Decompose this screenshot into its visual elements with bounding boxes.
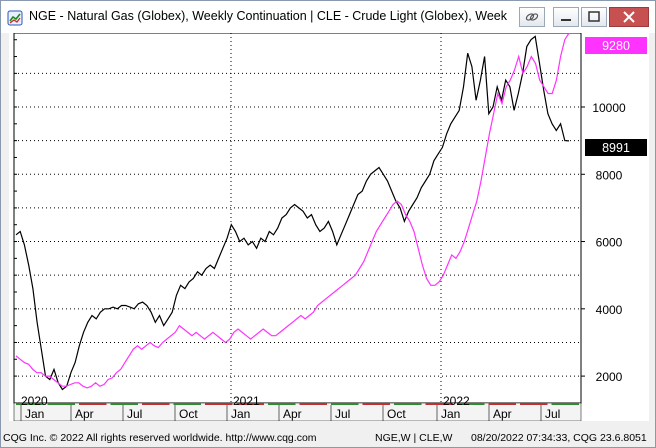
symbols-text: NGE,W | CLE,W: [375, 432, 453, 444]
x-tick-label: Jul: [335, 407, 350, 421]
link-icon: [525, 13, 539, 21]
session-marker: [331, 403, 359, 405]
price-chart[interactable]: 2000 4000 6000 8000 10000 9280 8991 Jan Apr Jul Oc…: [9, 32, 649, 422]
session-marker: [47, 403, 75, 405]
close-button[interactable]: [609, 7, 649, 27]
session-marker: [236, 403, 264, 405]
maximize-icon: [588, 11, 600, 22]
session-marker: [425, 403, 453, 405]
link-button[interactable]: [519, 7, 545, 27]
session-marker: [268, 403, 296, 405]
year-label: 2022: [443, 394, 470, 408]
session-marker: [520, 403, 548, 405]
price-badge: [585, 37, 647, 54]
session-marker: [79, 403, 107, 405]
x-tick-label: Jan: [441, 407, 460, 421]
y-tick-label: 2000: [596, 370, 623, 384]
session-marker: [299, 403, 327, 405]
session-marker: [457, 403, 485, 405]
y-tick-label: 6000: [596, 236, 623, 250]
crude-oil-line: [15, 32, 570, 389]
maximize-button[interactable]: [581, 7, 607, 27]
price-badge-label: 9280: [602, 39, 630, 53]
x-tick-label: Jul: [127, 407, 142, 421]
year-label: 2020: [21, 394, 48, 408]
x-tick-label: Apr: [75, 407, 94, 421]
year-label: 2021: [233, 394, 260, 408]
close-icon: [623, 11, 635, 23]
x-tick-label: Oct: [387, 407, 406, 421]
y-tick-label: 8000: [596, 168, 623, 182]
natural-gas-line: [15, 35, 570, 391]
price-badge: [585, 139, 647, 156]
session-marker: [173, 403, 201, 405]
window-title: NGE - Natural Gas (Globex), Weekly Conti…: [29, 9, 507, 23]
session-marker: [205, 403, 233, 405]
price-badge-label: 8991: [602, 141, 630, 155]
plot-frame: [13, 32, 582, 404]
x-tick-label: Jan: [25, 407, 44, 421]
session-marker: [110, 403, 138, 405]
session-marker: [142, 403, 170, 405]
x-tick-label: Oct: [179, 407, 198, 421]
session-marker: [551, 403, 579, 405]
session-marker: [362, 403, 390, 405]
session-marker: [16, 403, 44, 405]
minimize-button[interactable]: [553, 7, 579, 27]
copyright-text: CQG Inc. © 2022 All rights reserved worl…: [3, 432, 317, 444]
y-tick-label: 10000: [592, 101, 626, 115]
status-bar: CQG Inc. © 2022 All rights reserved worl…: [1, 429, 655, 447]
title-bar[interactable]: NGE - Natural Gas (Globex), Weekly Conti…: [1, 1, 655, 33]
timestamp-text: 08/20/2022 07:34:33, CQG 23.6.8051: [471, 432, 647, 444]
cqg-app-icon: [7, 10, 23, 26]
x-tick-label: Apr: [283, 407, 302, 421]
minimize-icon: [561, 19, 571, 21]
x-tick-label: Jan: [231, 407, 250, 421]
y-tick-label: 4000: [596, 303, 623, 317]
session-marker: [488, 403, 516, 405]
x-tick-label: Jul: [545, 407, 560, 421]
chart-area[interactable]: 2000 4000 6000 8000 10000 9280 8991 Jan Apr Jul Oc…: [9, 32, 649, 422]
x-tick-label: Apr: [493, 407, 512, 421]
session-marker: [394, 403, 422, 405]
